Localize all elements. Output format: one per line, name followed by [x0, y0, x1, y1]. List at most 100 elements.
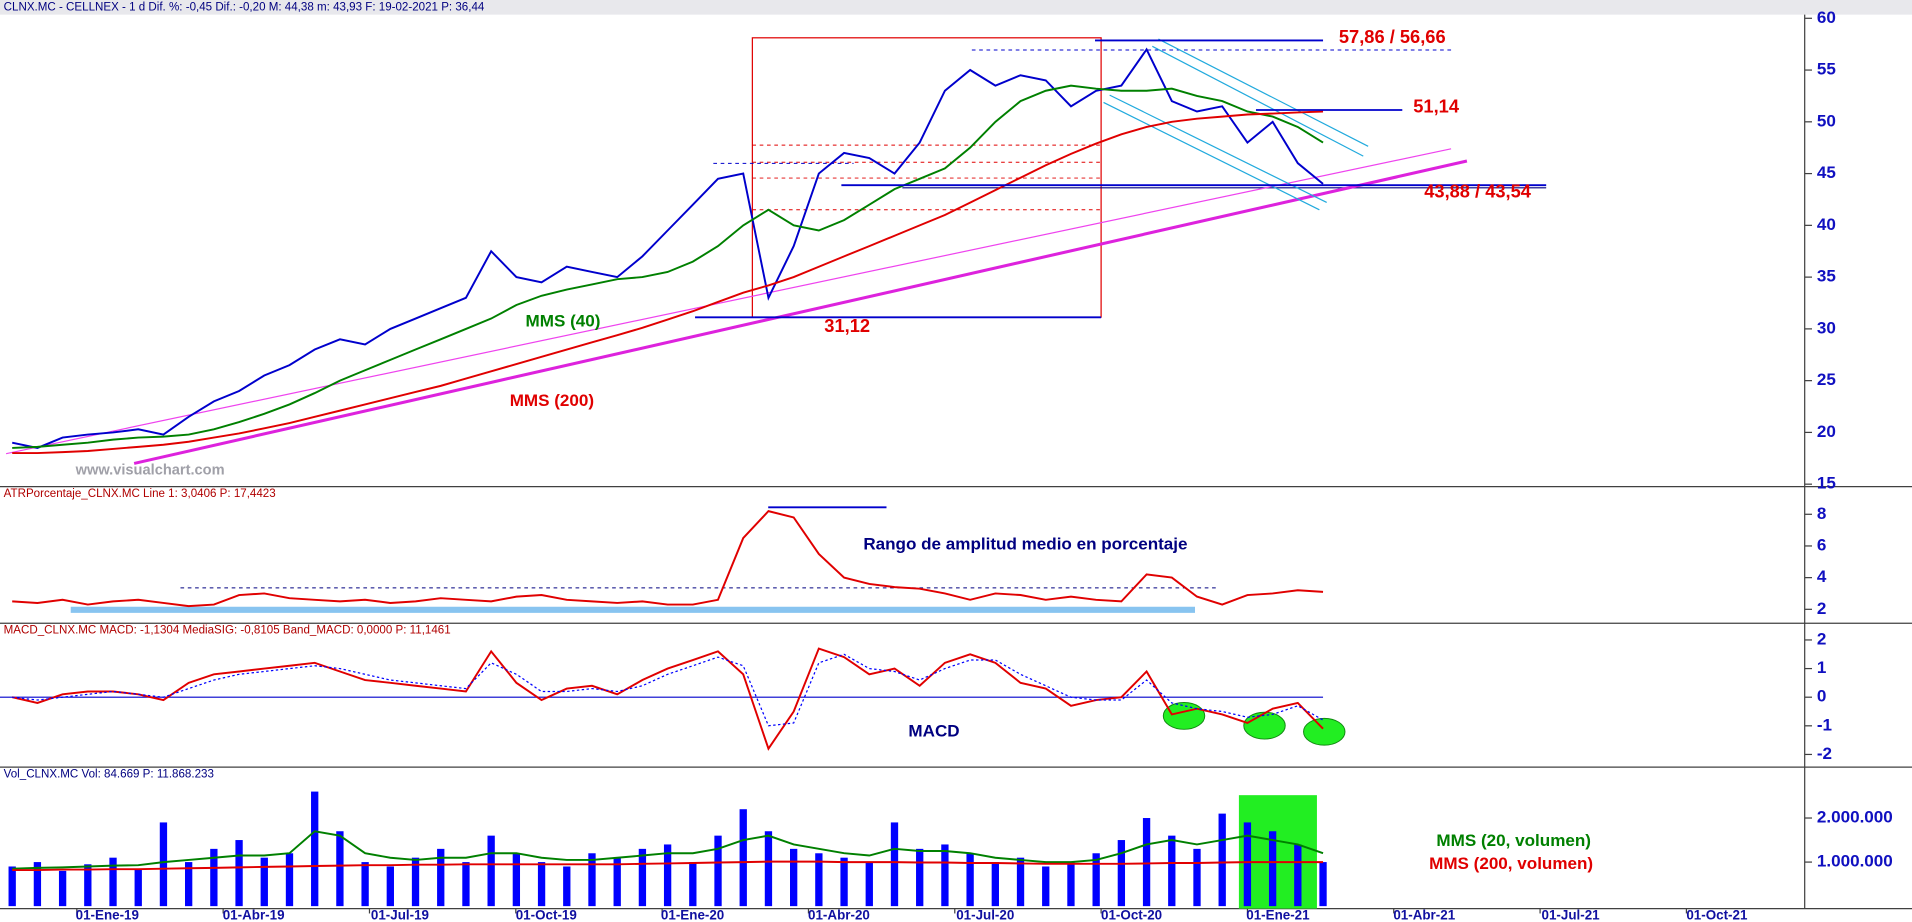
y-tick-label: 60 [1817, 8, 1836, 27]
volume-bar [991, 862, 999, 907]
volume-bar [386, 866, 394, 907]
mms40-label: MMS (40) [526, 311, 601, 330]
volume-bar [689, 862, 697, 907]
y-tick-label: 2 [1817, 599, 1826, 618]
volume-highlight [1238, 795, 1317, 909]
volume-bar [159, 822, 168, 907]
vol-mms200-label: MMS (200, volumen) [1429, 854, 1593, 873]
volume-bar [210, 848, 218, 907]
volume-bar [1142, 818, 1151, 907]
series-line [12, 653, 1324, 727]
volume-bar [1268, 831, 1277, 907]
volume-bar [613, 857, 621, 907]
panel-borders [0, 14, 1912, 910]
volume-bar [537, 862, 546, 907]
volume-bar [1168, 835, 1176, 907]
volume-bar [663, 844, 672, 907]
volume-bar [941, 844, 949, 907]
x-tick-label: 01-Oct-21 [1686, 907, 1748, 922]
y-tick-label: 1.000.000 [1817, 852, 1893, 871]
volume-bar [1294, 844, 1302, 907]
x-tick-label: 01-Abr-21 [1393, 907, 1455, 922]
mms200-label: MMS (200) [510, 391, 594, 410]
atr-annotation: Rango de amplitud medio en porcentaje [863, 535, 1187, 554]
volume-bar [916, 848, 924, 907]
x-tick-label: 01-Ene-19 [76, 907, 139, 922]
y-tick-label: 45 [1817, 163, 1836, 182]
volume-bar [311, 791, 319, 907]
level-label: 51,14 [1413, 95, 1460, 116]
series-line [12, 860, 1324, 872]
volume-bar [487, 835, 495, 907]
volume-bar [462, 862, 470, 907]
volume-bar [638, 848, 647, 907]
x-tick-label: 01-Abr-19 [223, 907, 285, 922]
volume-bar [1243, 822, 1252, 907]
y-tick-label: 2 [1817, 629, 1826, 648]
atr-drawings [70, 506, 1220, 613]
volume-bar [840, 857, 848, 907]
volume-bar [109, 857, 117, 907]
series-line [12, 830, 1324, 870]
volume-bar [336, 831, 344, 907]
volume-bar [739, 809, 747, 907]
price-drawings [5, 37, 1547, 465]
volume-bar [588, 853, 596, 907]
volume-bar [285, 853, 294, 907]
macd-annotation: MACD [908, 721, 959, 740]
level-label: 31,12 [824, 315, 870, 336]
level-label: 57,86 / 56,66 [1339, 26, 1446, 47]
y-tick-label: 20 [1817, 422, 1836, 441]
y-tick-label: 1 [1817, 658, 1827, 677]
volume-bar [512, 853, 521, 907]
volume-bar [1117, 840, 1126, 907]
x-tick-label: 01-Jul-19 [371, 907, 429, 922]
volume-bar [789, 848, 798, 907]
x-tick-label: 01-Oct-20 [1101, 907, 1162, 922]
volume-bar [563, 866, 571, 907]
volume-bar [1067, 862, 1075, 907]
volume-bar [1016, 857, 1025, 907]
series-line [11, 647, 1324, 751]
macd-title: MACD_CLNX.MC MACD: -1,1304 MediaSIG: -0,… [4, 625, 451, 637]
volume-bar [890, 822, 899, 907]
volume-bar [764, 831, 773, 907]
volume-bar [33, 862, 42, 907]
series-line [12, 110, 1324, 455]
y-tick-label: 15 [1817, 474, 1836, 493]
header-text: CLNX.MC - CELLNEX - 1 d Dif. %: -0,45 Di… [4, 1, 485, 13]
volume-bar [1042, 866, 1050, 907]
atr-title: ATRPorcentaje_CLNX.MC Line 1: 3,0406 P: … [4, 488, 276, 500]
volume-bar [260, 857, 268, 907]
series-line [12, 84, 1324, 449]
y-tick-label: 2.000.000 [1817, 808, 1893, 827]
level-label: 43,88 / 43,54 [1424, 180, 1532, 201]
x-tick-label: 01-Oct-19 [516, 907, 577, 922]
y-tick-label: 35 [1817, 267, 1836, 286]
y-tick-label: 30 [1817, 318, 1836, 337]
y-tick-label: -2 [1817, 744, 1832, 763]
vol-mms20-label: MMS (20, volumen) [1436, 831, 1591, 850]
volume-bar [437, 848, 445, 907]
y-tick-label: 55 [1817, 60, 1836, 79]
volume-bar [134, 868, 142, 907]
y-tick-label: 50 [1817, 111, 1836, 130]
y-tick-label: 0 [1817, 687, 1826, 706]
volume-bar [865, 862, 873, 907]
volume-bar [184, 862, 193, 907]
x-tick-label: 01-Abr-20 [808, 907, 870, 922]
y-tick-label: 8 [1817, 504, 1826, 523]
volume-bar [815, 853, 823, 907]
x-tick-label: 01-Ene-21 [1246, 907, 1310, 922]
volume-bar [1218, 813, 1226, 907]
volume-bar [1193, 848, 1201, 907]
y-tick-label: 40 [1817, 215, 1836, 234]
volume-bar [1092, 853, 1100, 907]
header-bar [0, 0, 1912, 15]
volume-bar [966, 853, 974, 907]
volume-bar [58, 870, 67, 907]
volume-bar [714, 835, 722, 907]
y-tick-label: 25 [1817, 370, 1836, 389]
